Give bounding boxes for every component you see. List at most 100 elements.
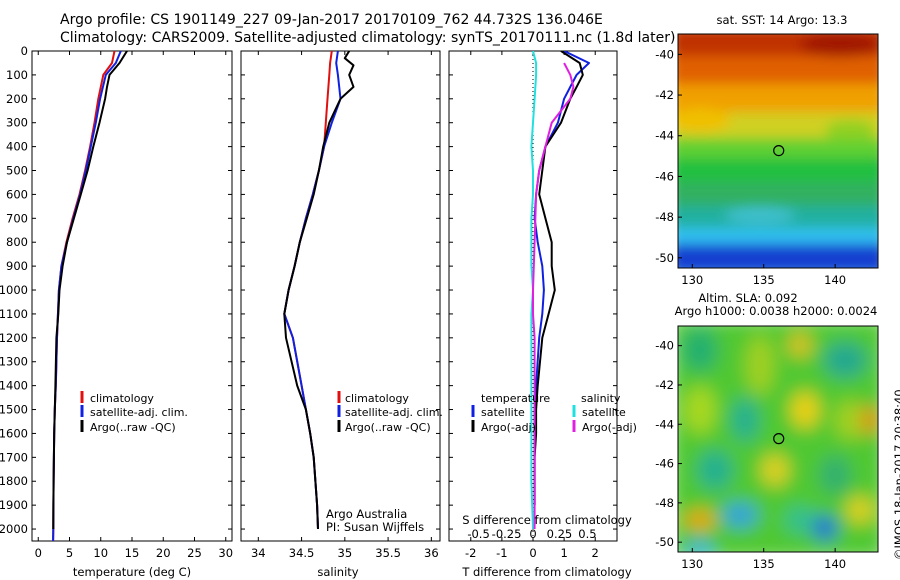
- sla-map-field: [678, 326, 878, 552]
- salinity-diff-tick-label: -0.5: [467, 527, 489, 541]
- depth-tick-label: 200: [6, 92, 28, 106]
- depth-tick-label: 1100: [0, 307, 28, 321]
- legend-title-salinity: salinity: [581, 392, 621, 405]
- climatology-title: Climatology: CARS2009. Satellite-adjuste…: [60, 30, 676, 46]
- imos-timestamp: ©IMOS 18-Jan-2017 20:38:40: [892, 389, 900, 560]
- x-tick-label: 5: [66, 546, 73, 560]
- map-x-tick-label: 130: [681, 273, 703, 287]
- map-y-tick-label: -46: [655, 457, 674, 471]
- depth-tick-label: 1700: [0, 450, 28, 464]
- series-temperature-argo-adj-: [533, 51, 584, 506]
- depth-tick-label: 900: [6, 259, 28, 273]
- depth-tick-label: 1400: [0, 379, 28, 393]
- series-climatology: [283, 51, 333, 530]
- salinity-panel: 34 34.5 35 35.5 36: [241, 50, 440, 560]
- temperature-series-group: [52, 51, 128, 541]
- x-tick-label: 35.5: [375, 546, 401, 560]
- depth-tick-label: 2000: [0, 522, 28, 536]
- sla-map-axes: 130 135 140 -40 -42 -44 -46 -48 -50: [655, 339, 846, 571]
- legend-label-argo: Argo(..raw -QC): [90, 421, 176, 434]
- profile-title: Argo profile: CS 1901149_227 09-Jan-2017…: [60, 12, 603, 28]
- series-salinity-argo-adj-: [532, 62, 575, 529]
- difference-x-label: T difference from climatology: [461, 565, 632, 579]
- argo-position-marker: [773, 144, 785, 157]
- sla-map-frame: [677, 325, 879, 553]
- map-y-tick-label: -42: [655, 88, 674, 102]
- x-tick-label: 2: [592, 546, 599, 560]
- sst-map-field: [678, 34, 878, 268]
- depth-tick-label: 1300: [0, 355, 28, 369]
- legend-label-satellite: satellite-adj. clim.: [345, 406, 443, 419]
- difference-legend: temperature satellite Argo(-adj) salinit…: [471, 392, 637, 434]
- x-tick-label: 34: [251, 546, 266, 560]
- salinity-legend: climatology satellite-adj. clim. Argo(..…: [337, 391, 443, 434]
- depth-tick-label: 1600: [0, 426, 28, 440]
- map-y-tick-label: -48: [655, 496, 674, 510]
- depth-tick-label: 100: [6, 68, 28, 82]
- series-satellite-adj-clim-: [52, 51, 122, 541]
- difference-panel: -2 -1 0 1 2 -0.5 -0.25 0 0.25 0.5: [449, 50, 617, 560]
- depth-tick-label: 300: [6, 116, 28, 130]
- temperature-panel: 0100200300400500600700800900100011001200…: [0, 44, 233, 560]
- series-salinity-satellite: [530, 51, 538, 530]
- map-x-tick-label: 135: [753, 557, 775, 571]
- map-y-tick-label: -44: [655, 417, 674, 431]
- sst-map-frame: [677, 33, 879, 269]
- legend-label-climatology: climatology: [345, 392, 409, 405]
- depth-tick-label: 500: [6, 164, 28, 178]
- sst-map-axes: 130 135 140 -40 -42 -44 -46 -48 -50: [655, 47, 846, 287]
- legend-label-temp-satellite: satellite: [481, 406, 525, 419]
- series-argo-raw-qc-: [283, 51, 355, 530]
- series-climatology: [52, 51, 116, 541]
- depth-tick-label: 400: [6, 140, 28, 154]
- map-x-tick-label: 130: [681, 557, 703, 571]
- map-y-tick-label: -46: [655, 169, 674, 183]
- series-satellite-adj-clim-: [283, 51, 342, 530]
- x-tick-label: -1: [496, 546, 507, 560]
- map-y-tick-label: -48: [655, 210, 674, 224]
- x-tick-label: -2: [465, 546, 476, 560]
- map-x-tick-label: 140: [824, 273, 846, 287]
- pi-label: PI: Susan Wijffels: [326, 520, 424, 534]
- depth-tick-label: 1800: [0, 474, 28, 488]
- sla-map-subtitle: Argo h1000: 0.0038 h2000: 0.0024: [675, 304, 878, 318]
- legend-label-sal-argo: Argo(-adj): [582, 421, 637, 434]
- depth-tick-label: 600: [6, 187, 28, 201]
- depth-tick-label: 1000: [0, 283, 28, 297]
- x-tick-label: 20: [156, 546, 171, 560]
- depth-tick-label: 0: [21, 44, 28, 58]
- salinity-diff-tick-label: -0.25: [492, 527, 522, 541]
- depth-tick-label: 1500: [0, 403, 28, 417]
- difference-series-group: [530, 51, 590, 530]
- map-y-tick-label: -44: [655, 129, 674, 143]
- salinity-diff-tick-label: 0.25: [547, 527, 573, 541]
- x-tick-label: 34.5: [289, 546, 315, 560]
- legend-label-temp-argo: Argo(-adj): [481, 421, 536, 434]
- legend-label-argo: Argo(..raw -QC): [345, 421, 431, 434]
- legend-label-climatology: climatology: [90, 392, 154, 405]
- argo-position-marker: [773, 433, 785, 445]
- depth-tick-label: 700: [6, 211, 28, 225]
- x-tick-label: 10: [93, 546, 108, 560]
- map-y-tick-label: -50: [655, 535, 674, 549]
- salinity-series-group: [283, 51, 355, 530]
- salinity-panel-frame: [240, 50, 441, 542]
- salinity-x-label: salinity: [317, 565, 358, 579]
- salinity-diff-tick-label: 0.5: [578, 527, 596, 541]
- legend-label-sal-satellite: satellite: [582, 406, 626, 419]
- series-argo-raw-qc-: [52, 51, 128, 530]
- x-tick-label: 0: [529, 546, 536, 560]
- temperature-legend: climatology satellite-adj. clim. Argo(..…: [80, 391, 188, 434]
- difference-x-label-top: S difference from climatology: [462, 513, 632, 527]
- x-tick-label: 1: [560, 546, 567, 560]
- x-tick-label: 25: [187, 546, 202, 560]
- depth-tick-label: 1200: [0, 331, 28, 345]
- x-tick-label: 0: [35, 546, 42, 560]
- map-y-tick-label: -40: [655, 47, 674, 61]
- argo-australia-label: Argo Australia: [326, 507, 407, 521]
- x-tick-label: 15: [125, 546, 140, 560]
- map-y-tick-label: -50: [655, 251, 674, 265]
- depth-tick-label: 800: [6, 235, 28, 249]
- map-y-tick-label: -42: [655, 378, 674, 392]
